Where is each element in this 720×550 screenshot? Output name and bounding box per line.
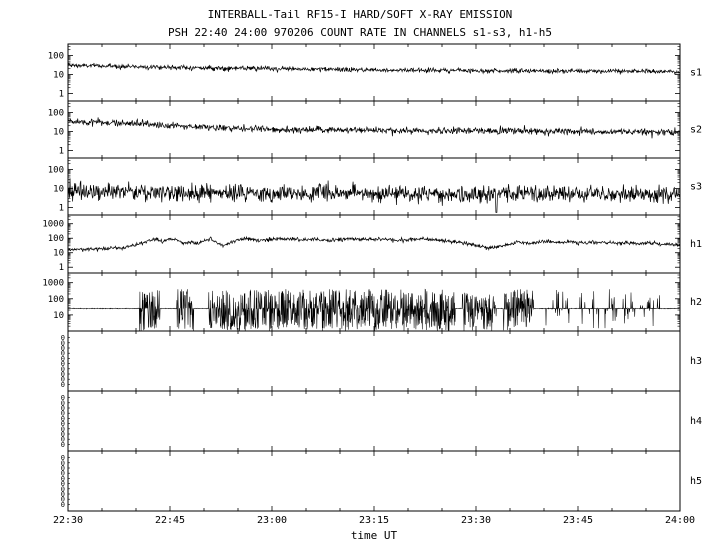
svg-text:1: 1 [59,203,64,213]
svg-text:1000: 1000 [42,220,64,230]
svg-text:0: 0 [61,376,65,384]
svg-text:0: 0 [61,394,65,402]
svg-text:100: 100 [48,295,64,305]
svg-text:100: 100 [48,234,64,244]
svg-text:0: 0 [61,441,65,449]
svg-text:s2: s2 [690,125,702,136]
svg-text:s3: s3 [690,182,702,193]
svg-text:0: 0 [61,350,65,358]
svg-text:h3: h3 [690,356,702,367]
svg-text:1: 1 [59,89,64,99]
svg-text:h5: h5 [690,476,702,487]
svg-text:0: 0 [61,454,65,462]
svg-text:10: 10 [53,70,64,80]
svg-text:10: 10 [53,311,64,321]
svg-text:0: 0 [61,345,65,353]
svg-text:0: 0 [61,465,65,473]
svg-text:h1: h1 [690,239,702,250]
svg-text:h4: h4 [690,416,702,427]
svg-text:0: 0 [61,365,65,373]
svg-text:0: 0 [61,355,65,363]
svg-text:23:15: 23:15 [359,515,389,526]
svg-text:0: 0 [61,459,65,467]
svg-text:22:30: 22:30 [53,515,83,526]
svg-text:100: 100 [48,51,64,61]
svg-text:10: 10 [53,127,64,137]
svg-text:h2: h2 [690,297,702,308]
svg-text:10: 10 [53,184,64,194]
svg-text:23:30: 23:30 [461,515,491,526]
svg-text:0: 0 [61,415,65,423]
svg-text:10: 10 [53,249,64,259]
svg-text:100: 100 [48,108,64,118]
svg-text:1: 1 [59,263,64,273]
x-axis-label: time UT [350,529,398,542]
svg-text:0: 0 [61,399,65,407]
svg-text:0: 0 [61,431,65,439]
svg-text:0: 0 [61,425,65,433]
svg-text:0: 0 [61,420,65,428]
svg-text:23:45: 23:45 [563,515,593,526]
chart-title: INTERBALL-Tail RF15-I HARD/SOFT X-RAY EM… [207,8,513,21]
svg-text:0: 0 [61,381,65,389]
svg-text:0: 0 [61,371,65,379]
svg-text:0: 0 [61,339,65,347]
svg-text:0: 0 [61,491,65,499]
svg-text:0: 0 [61,496,65,504]
svg-text:100: 100 [48,165,64,175]
svg-text:1: 1 [59,146,64,156]
svg-text:23:00: 23:00 [257,515,287,526]
svg-text:0: 0 [61,334,65,342]
svg-text:0: 0 [61,475,65,483]
svg-text:0: 0 [61,410,65,418]
svg-text:0: 0 [61,501,65,509]
svg-text:0: 0 [61,480,65,488]
svg-text:22:45: 22:45 [155,515,185,526]
svg-text:0: 0 [61,485,65,493]
svg-text:0: 0 [61,470,65,478]
svg-text:24:00: 24:00 [665,515,695,526]
svg-text:0: 0 [61,360,65,368]
svg-text:0: 0 [61,405,65,413]
svg-text:1000: 1000 [42,279,64,289]
chart-subtitle: PSH 22:40 24:00 970206 COUNT RATE IN CHA… [167,26,553,39]
svg-text:s1: s1 [690,68,702,79]
svg-text:0: 0 [61,436,65,444]
